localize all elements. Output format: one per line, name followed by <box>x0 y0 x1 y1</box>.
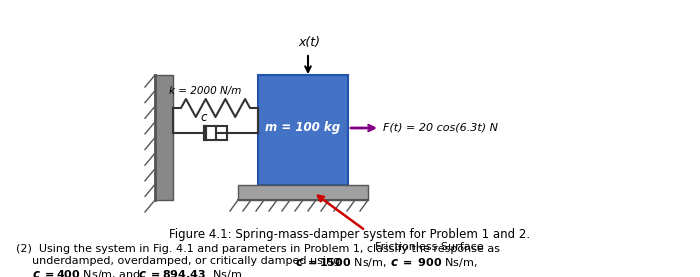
Text: $\mathbf{= 1500}$ Ns/m,: $\mathbf{= 1500}$ Ns/m, <box>302 256 388 269</box>
Text: $\bfit{c}$: $\bfit{c}$ <box>138 268 147 277</box>
Text: $\bfit{c}$: $\bfit{c}$ <box>390 256 399 269</box>
Text: x(t): x(t) <box>298 36 320 49</box>
Text: $\mathbf{= \ 900}$ Ns/m,: $\mathbf{= \ 900}$ Ns/m, <box>397 256 477 269</box>
Text: (2)  Using the system in Fig. 4.1 and parameters in Problem 1, classify the resp: (2) Using the system in Fig. 4.1 and par… <box>16 244 500 254</box>
Text: $\bfit{c}$: $\bfit{c}$ <box>295 256 304 269</box>
Text: k = 2000 N/m: k = 2000 N/m <box>169 86 241 96</box>
Bar <box>258 75 348 185</box>
Bar <box>204 126 227 140</box>
Text: F(t) = 20 cos(6.3t) N: F(t) = 20 cos(6.3t) N <box>383 123 498 133</box>
Text: underdamped, overdamped, or critically damped using: underdamped, overdamped, or critically d… <box>32 256 344 266</box>
Text: c: c <box>201 111 207 124</box>
Bar <box>155 75 173 200</box>
Text: $\bfit{c}$: $\bfit{c}$ <box>32 268 41 277</box>
Text: $\mathbf{= 400}$ Ns/m, and: $\mathbf{= 400}$ Ns/m, and <box>39 268 141 277</box>
Text: Figure 4.1: Spring-mass-damper system for Problem 1 and 2.: Figure 4.1: Spring-mass-damper system fo… <box>169 228 531 241</box>
Text: m = 100 kg: m = 100 kg <box>265 122 341 135</box>
Text: $\mathbf{= 894.43}$  Ns/m.: $\mathbf{= 894.43}$ Ns/m. <box>145 268 245 277</box>
Text: Frictionless Surface: Frictionless Surface <box>375 242 484 253</box>
Bar <box>238 185 368 200</box>
